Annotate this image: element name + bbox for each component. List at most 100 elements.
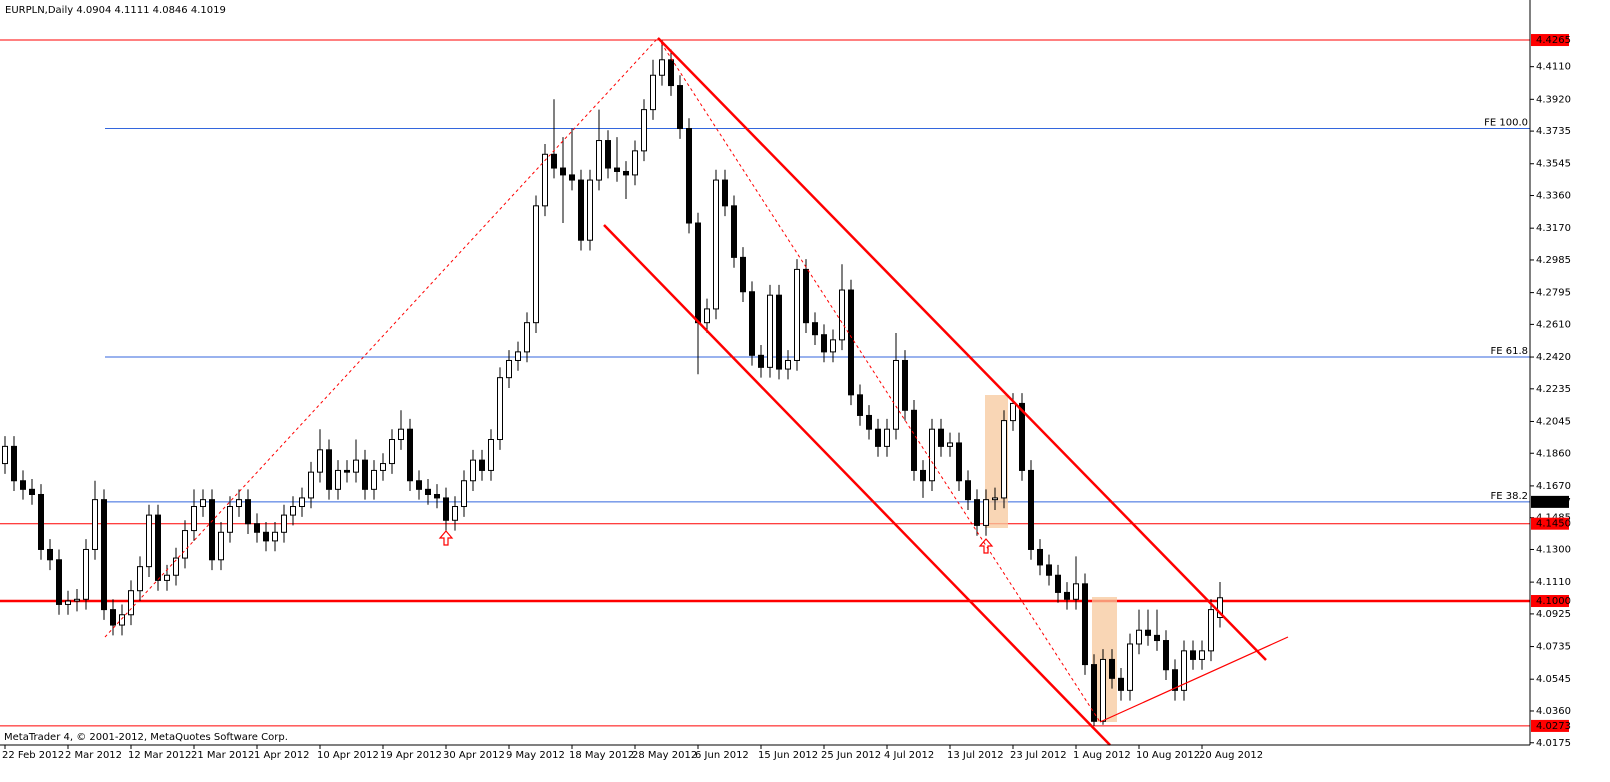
candle-body [245, 499, 251, 525]
candle-body [1091, 664, 1097, 722]
candle-body [821, 334, 827, 353]
axis-label: 4.1000 [1536, 596, 1571, 607]
candle-body [263, 531, 269, 542]
candle-body [254, 523, 260, 533]
candle-body [515, 351, 521, 361]
candle-body [461, 480, 467, 508]
y-tick-label: 4.0925 [1536, 609, 1571, 620]
candle-body [137, 566, 143, 592]
candle-body [425, 488, 431, 495]
axis-label-box [1531, 719, 1569, 732]
candle-body [191, 506, 197, 532]
candle-body [1109, 658, 1115, 679]
y-tick-label: 4.2795 [1536, 288, 1571, 299]
channel-line [657, 37, 1267, 661]
y-tick-label: 4.2610 [1536, 319, 1571, 330]
candle-body [56, 559, 62, 605]
axis-label-box [1531, 495, 1569, 508]
candle-body [884, 428, 890, 447]
y-tick-label: 4.2420 [1536, 352, 1571, 363]
candle-body [272, 531, 278, 542]
candle-body [38, 493, 44, 550]
candle-body [11, 445, 17, 482]
candle-body [155, 514, 161, 581]
candle-body [1001, 420, 1007, 499]
footer: MetaTrader 4, © 2001-2012, MetaQuotes So… [4, 732, 288, 743]
candle-body [704, 308, 710, 324]
x-tick-label: 30 Apr 2012 [443, 750, 505, 761]
candle-body [146, 514, 152, 568]
annotations [104, 37, 1289, 746]
x-tick-label: 18 May 2012 [569, 750, 634, 761]
axes: 4.4110 4.3920 4.3735 4.3545 4.3360 4.3170 4.29… [0, 0, 1571, 761]
candle-body [758, 354, 764, 368]
y-tick-label: 4.2045 [1536, 416, 1571, 427]
axis-label-box [1531, 595, 1569, 608]
candle-body [290, 506, 296, 516]
x-tick-label: 12 Mar 2012 [128, 750, 191, 761]
x-tick-label: 28 May 2012 [632, 750, 697, 761]
candle-body [551, 153, 557, 169]
candle-body [902, 359, 908, 411]
candle-body [434, 493, 440, 499]
x-tick-label: 25 Jun 2012 [821, 750, 881, 761]
candle-body [866, 414, 872, 430]
candle-body [659, 59, 665, 76]
candle-body [1181, 650, 1187, 691]
arrow-up [438, 530, 454, 546]
candle-body [830, 339, 836, 353]
candle-body [1127, 643, 1133, 691]
candle-body [857, 394, 863, 416]
y-tick-label: 4.1110 [1536, 577, 1571, 588]
candle-body [380, 463, 386, 471]
candle-body [776, 294, 782, 370]
candle-body [506, 359, 512, 379]
candle-body [335, 469, 341, 490]
axis-label-box [1531, 34, 1569, 47]
candle-body [569, 174, 575, 181]
candle-body [812, 322, 818, 336]
axis-label: 4.0273 [1536, 721, 1571, 732]
y-tick-label: 4.4110 [1536, 62, 1571, 73]
candle-body [578, 179, 584, 241]
candle-body [974, 499, 980, 526]
candle-body [947, 442, 953, 447]
x-tick-label: 22 Feb 2012 [2, 750, 64, 761]
candle-body [1100, 658, 1106, 722]
y-tick-label: 4.3920 [1536, 94, 1571, 105]
candle-body [227, 506, 233, 533]
candle-body [1046, 564, 1052, 576]
axis-label-box [1531, 517, 1569, 530]
candle-body [281, 514, 287, 533]
x-tick-label: 10 Apr 2012 [317, 750, 379, 761]
candle-body [407, 428, 413, 482]
candle-body [92, 499, 98, 550]
x-tick-label: 9 May 2012 [506, 750, 565, 761]
y-tick-label: 4.3735 [1536, 126, 1571, 137]
candle-body [938, 428, 944, 447]
candle-body [713, 179, 719, 310]
candle-body [74, 598, 80, 602]
candle-body [173, 557, 179, 576]
candle-body [110, 609, 116, 626]
candle-body [416, 480, 422, 490]
x-tick-label: 6 Jun 2012 [695, 750, 749, 761]
candle-body [1154, 634, 1160, 642]
candle-body [848, 289, 854, 396]
y-tick-label: 4.1670 [1536, 481, 1571, 492]
y-tick-label: 4.0360 [1536, 706, 1571, 717]
candle-body [398, 428, 404, 441]
candle-body [218, 531, 224, 561]
candle-body [749, 291, 755, 356]
candle-body [1172, 669, 1178, 691]
fe-label: FE 100.0 [1484, 118, 1528, 129]
candle-body [911, 409, 917, 471]
x-tick-label: 2 Mar 2012 [65, 750, 122, 761]
candle-body [1037, 548, 1043, 566]
candle-body [542, 153, 548, 207]
candle-body [668, 59, 674, 87]
candle-body [983, 499, 989, 526]
candle-body [20, 480, 26, 490]
candle-body [182, 530, 188, 559]
